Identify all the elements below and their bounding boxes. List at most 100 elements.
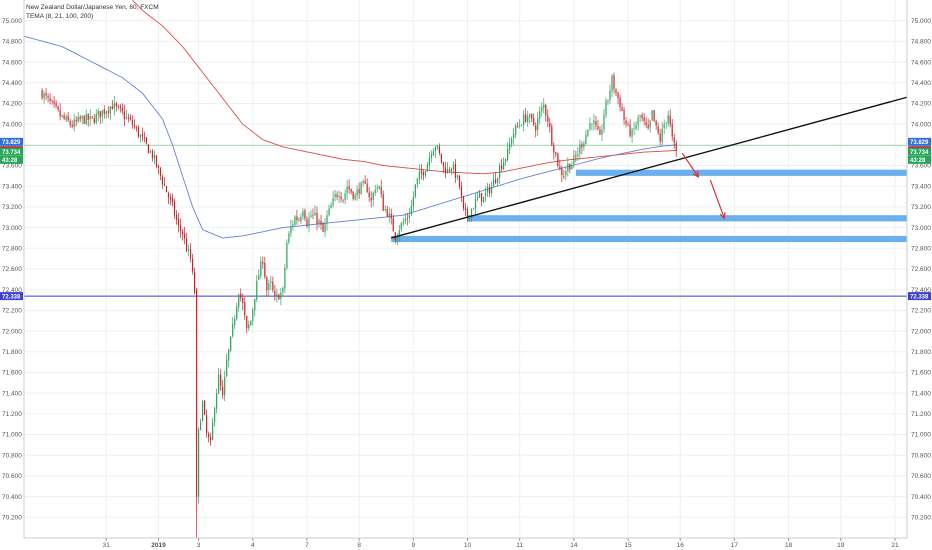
candle-body — [533, 118, 535, 125]
candle — [637, 114, 639, 131]
candle-body — [242, 298, 244, 304]
candle-body — [252, 309, 254, 322]
candle-body — [350, 188, 352, 193]
candle-body — [665, 122, 667, 124]
candle-body — [601, 129, 603, 135]
candle-body — [63, 115, 65, 119]
candle-body — [173, 202, 176, 216]
candle — [587, 129, 589, 138]
candle — [478, 189, 481, 198]
candle — [306, 216, 308, 228]
candle-body — [382, 194, 384, 211]
candle — [625, 117, 627, 128]
candle — [484, 186, 487, 202]
candle-body — [629, 124, 631, 137]
candle — [222, 380, 224, 399]
candle — [242, 293, 244, 311]
candle-body — [310, 215, 312, 217]
candle — [216, 388, 218, 414]
candle-body — [352, 191, 354, 199]
candle-body — [127, 117, 129, 119]
candle-body — [462, 196, 465, 209]
candles — [41, 72, 677, 538]
candle-body — [424, 171, 426, 176]
candle — [111, 99, 113, 110]
trendline[interactable] — [391, 96, 908, 239]
candle — [117, 104, 119, 110]
candle — [511, 136, 513, 148]
candle-body — [595, 121, 597, 126]
candle — [599, 126, 601, 136]
y-tick-label-right: 74.800 — [911, 39, 931, 46]
candle — [336, 191, 338, 201]
candle-body — [280, 292, 282, 299]
y-tick-label-right: 75.000 — [911, 18, 931, 25]
candle-body — [464, 208, 467, 210]
candle — [197, 427, 200, 504]
candle — [551, 123, 553, 147]
candle-body — [649, 120, 651, 128]
candle — [406, 212, 408, 226]
candle-body — [99, 111, 101, 118]
candle — [167, 191, 170, 205]
candle-body — [557, 153, 559, 166]
candle-body — [344, 193, 346, 201]
y-tick-label-left: 72.400 — [2, 287, 22, 294]
candle-body — [101, 110, 103, 117]
candle — [398, 225, 400, 242]
arrow-line[interactable] — [681, 152, 699, 178]
candle — [109, 105, 111, 121]
candle — [119, 103, 121, 113]
badge-right — [908, 155, 931, 164]
candle — [392, 214, 394, 232]
candle — [358, 182, 360, 199]
candle-body — [171, 198, 174, 203]
candle-body — [657, 126, 659, 134]
y-tick-label-right: 71.800 — [911, 349, 931, 356]
candle-body — [577, 153, 579, 156]
candle-body — [583, 143, 585, 147]
y-axis-right: 70.200 70.400 70.600 70.800 71.000 71.200 71.4… — [906, 0, 931, 538]
candle — [185, 233, 188, 253]
candle-body — [599, 129, 601, 135]
y-tick-label-left: 71.400 — [2, 390, 22, 397]
candle-body — [322, 223, 324, 232]
candle — [91, 116, 93, 120]
candle — [575, 150, 577, 163]
candle-body — [57, 106, 59, 110]
candle-body — [214, 408, 216, 422]
candle-body — [635, 124, 637, 129]
candle — [143, 131, 146, 143]
candle-body — [456, 175, 459, 178]
candle-body — [428, 157, 430, 165]
candle — [272, 276, 274, 293]
candle-body — [193, 271, 196, 293]
candle-body — [222, 386, 224, 396]
candle-body — [525, 114, 527, 122]
candle — [627, 121, 629, 126]
candle-body — [492, 179, 495, 187]
candle — [274, 284, 276, 302]
candle — [661, 122, 663, 146]
candle-body — [43, 93, 45, 99]
x-tick-label: 15 — [624, 542, 632, 549]
candle — [541, 102, 543, 117]
candle-body — [388, 213, 390, 218]
candle — [125, 109, 127, 120]
candle-body — [47, 95, 49, 98]
badge-left — [0, 137, 23, 146]
candle — [254, 298, 256, 317]
candle — [51, 99, 53, 105]
candle — [436, 144, 439, 151]
candle — [513, 127, 515, 146]
candle-body — [348, 186, 350, 190]
candle-body — [262, 261, 264, 264]
candle — [131, 115, 133, 129]
candle-body — [169, 196, 172, 199]
candle-body — [495, 179, 497, 183]
y-tick-label-right: 72.000 — [911, 328, 931, 335]
candle — [228, 348, 230, 368]
arrow-line[interactable] — [709, 179, 725, 219]
